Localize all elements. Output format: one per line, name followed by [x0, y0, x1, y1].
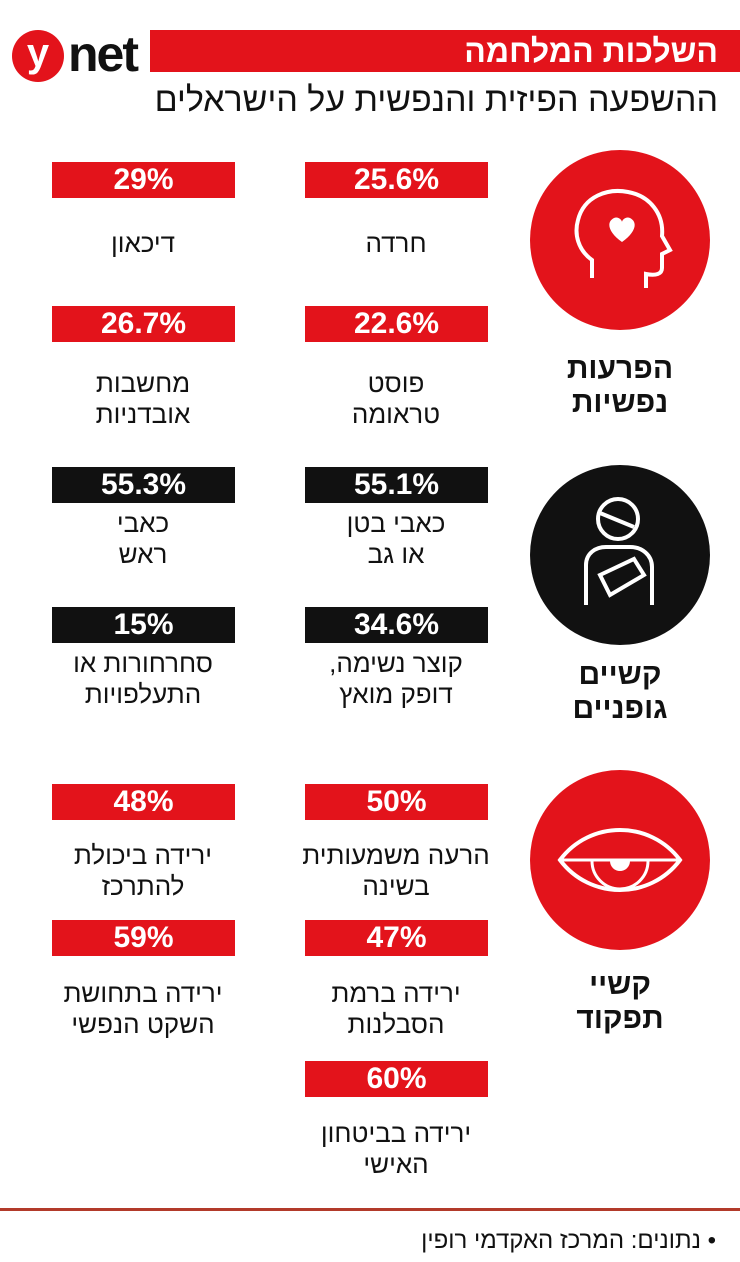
label-line: להתרכז — [101, 871, 185, 901]
stat-value: 22.6% — [305, 306, 488, 342]
label-line: האישי — [363, 1149, 429, 1179]
stat-label: כאבי בטן או גב — [281, 508, 511, 570]
stat-value: 60% — [305, 1061, 488, 1097]
stat-value: 47% — [305, 920, 488, 956]
stat-label: סחרחורות או התעלפויות — [28, 648, 258, 710]
stat-label: ירידה בביטחון האישי — [281, 1118, 511, 1180]
head-heart-icon — [530, 150, 710, 330]
category-line: הפרעות — [566, 352, 674, 385]
label-line: ירידה ביכולת — [73, 840, 213, 870]
stat-label: קוצר נשימה, דופק מואץ — [281, 648, 511, 710]
label-line: חרדה — [365, 228, 427, 258]
tired-eye-icon — [530, 770, 710, 950]
label-line: בשינה — [362, 871, 430, 901]
stat-label: הרעה משמעותית בשינה — [281, 840, 511, 902]
category-label: קשיי תפקוד — [540, 968, 700, 1036]
label-line: דיכאון — [110, 228, 176, 258]
stat-value: 26.7% — [52, 306, 235, 342]
stat-label: כאבי ראש — [28, 508, 258, 570]
label-line: טראומה — [351, 399, 441, 429]
ynet-logo-word: net — [68, 26, 139, 82]
stat-value: 34.6% — [305, 607, 488, 643]
stat-label: דיכאון — [28, 228, 258, 259]
label-line: התעלפויות — [84, 679, 202, 709]
stat-label: חרדה — [281, 228, 511, 259]
page-title: השלכות המלחמה — [464, 33, 718, 69]
category-line: קשיי — [589, 968, 651, 1001]
category-line: נפשיות — [571, 386, 669, 419]
label-line: מחשבות — [95, 368, 191, 398]
category-line: תפקוד — [576, 1002, 664, 1035]
label-line: ירידה בביטחון — [320, 1118, 472, 1148]
label-line: כאבי — [116, 508, 170, 538]
label-line: ירידה ברמת — [331, 978, 461, 1008]
stat-value: 48% — [52, 784, 235, 820]
footer-divider — [0, 1208, 740, 1211]
label-line: פוסט — [367, 368, 425, 398]
stat-value: 25.6% — [305, 162, 488, 198]
stat-label: ירידה ברמת הסבלנות — [281, 978, 511, 1040]
label-line: או גב — [367, 539, 425, 569]
logo-letter: y — [26, 31, 50, 75]
ynet-logo-circle: y — [12, 30, 64, 82]
stat-value: 15% — [52, 607, 235, 643]
label-line: ירידה בתחושת — [63, 978, 223, 1008]
category-line: גופניים — [572, 692, 668, 725]
page-subtitle: ההשפעה הפיזית והנפשית על הישראלים — [154, 81, 718, 119]
label-line: אובדניות — [95, 399, 191, 429]
label-line: הסבלנות — [347, 1009, 445, 1039]
stat-value: 59% — [52, 920, 235, 956]
category-label: הפרעות נפשיות — [540, 352, 700, 420]
injured-person-icon — [530, 465, 710, 645]
label-line: השקט הנפשי — [71, 1009, 215, 1039]
stat-label: ירידה ביכולת להתרכז — [28, 840, 258, 902]
stat-value: 55.3% — [52, 467, 235, 503]
label-line: הרעה משמעותית — [302, 840, 490, 870]
category-label: קשיים גופניים — [540, 658, 700, 726]
title-bar: השלכות המלחמה — [150, 30, 740, 72]
source-note: • נתונים: המרכז האקדמי רופין — [421, 1227, 716, 1254]
label-line: ראש — [118, 539, 168, 569]
stat-value: 50% — [305, 784, 488, 820]
stat-label: פוסט טראומה — [281, 368, 511, 430]
label-line: קוצר נשימה, — [329, 648, 463, 678]
category-line: קשיים — [578, 658, 662, 691]
label-line: דופק מואץ — [339, 679, 453, 709]
label-line: סחרחורות או — [73, 648, 213, 678]
stat-value: 29% — [52, 162, 235, 198]
label-line: כאבי בטן — [346, 508, 446, 538]
stat-value: 55.1% — [305, 467, 488, 503]
stat-label: מחשבות אובדניות — [28, 368, 258, 430]
stat-label: ירידה בתחושת השקט הנפשי — [28, 978, 258, 1040]
